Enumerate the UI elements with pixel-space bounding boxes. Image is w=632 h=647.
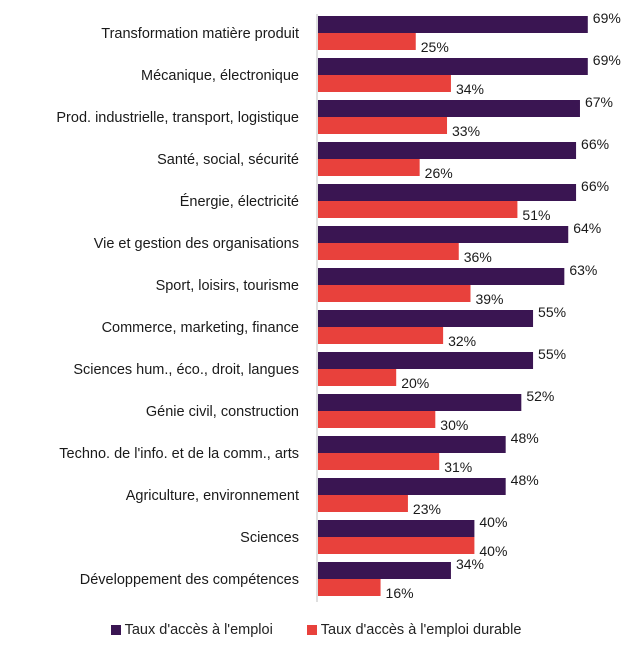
data-label: 31% (444, 459, 472, 475)
legend-item-series-2: Taux d'accès à l'emploi durable (306, 622, 522, 638)
bar-acces-emploi-durable (318, 411, 436, 428)
data-label: 64% (573, 220, 601, 236)
category-label: Vie et gestion des organisations (94, 236, 299, 252)
bar-acces-emploi (318, 58, 588, 75)
bar-acces-emploi-durable (318, 369, 397, 386)
data-label: 40% (479, 543, 507, 559)
category-label: Mécanique, électronique (141, 68, 299, 84)
bar-acces-emploi (318, 226, 569, 243)
category-label: Énergie, électricité (180, 193, 299, 210)
data-label: 48% (511, 430, 539, 446)
data-label: 48% (511, 472, 539, 488)
data-label: 63% (569, 262, 597, 278)
bar-acces-emploi (318, 268, 565, 285)
data-label: 36% (464, 249, 492, 265)
data-label: 39% (475, 291, 503, 307)
bar-acces-emploi-durable (318, 579, 381, 596)
legend-label-series-1: Taux d'accès à l'emploi (124, 622, 273, 638)
bar-acces-emploi-durable (318, 495, 408, 512)
bar-acces-emploi (318, 310, 534, 327)
data-label: 30% (440, 417, 468, 433)
data-label: 32% (448, 333, 476, 349)
category-label: Santé, social, sécurité (157, 152, 299, 168)
bar-acces-emploi-durable (318, 33, 416, 50)
data-label: 69% (593, 10, 621, 26)
data-label: 16% (386, 585, 414, 601)
category-label: Prod. industrielle, transport, logistiqu… (56, 110, 299, 126)
bar-acces-emploi (318, 100, 580, 117)
bar-acces-emploi-durable (318, 75, 451, 92)
legend-swatch-series-2 (306, 625, 317, 635)
bar-acces-emploi-durable (318, 159, 420, 176)
data-label: 66% (581, 178, 609, 194)
bar-acces-emploi (318, 16, 588, 33)
category-label: Sport, loisirs, tourisme (156, 278, 299, 294)
data-label: 69% (593, 52, 621, 68)
category-label: Agriculture, environnement (126, 488, 299, 504)
category-label: Techno. de l'info. et de la comm., arts (59, 446, 299, 462)
bar-acces-emploi-durable (318, 453, 440, 470)
bar-acces-emploi-durable (318, 285, 471, 302)
bar-acces-emploi-durable (318, 327, 444, 344)
bar-acces-emploi (318, 520, 475, 537)
category-label: Développement des compétences (80, 572, 299, 588)
data-label: 66% (581, 136, 609, 152)
data-label: 20% (401, 375, 429, 391)
category-label: Sciences hum., éco., droit, langues (73, 362, 299, 378)
bars-group: Transformation matière produit 69% 25% Méca… (56, 10, 620, 601)
data-label: 51% (522, 207, 550, 223)
data-label: 23% (413, 501, 441, 517)
bar-chart: Transformation matière produit 69% 25% Méca… (56, 10, 621, 602)
bar-acces-emploi (318, 478, 506, 495)
data-label: 25% (421, 39, 449, 55)
data-label: 40% (479, 514, 507, 530)
legend-swatch-series-1 (110, 625, 121, 635)
bar-acces-emploi (318, 562, 451, 579)
bar-acces-emploi (318, 142, 577, 159)
bar-acces-emploi-durable (318, 117, 448, 134)
bar-acces-emploi-durable (318, 243, 459, 260)
data-label: 55% (538, 346, 566, 362)
legend-item-series-1: Taux d'accès à l'emploi (110, 622, 273, 638)
bar-acces-emploi (318, 352, 534, 369)
bar-acces-emploi (318, 436, 506, 453)
category-label: Sciences (240, 530, 299, 546)
data-label: 67% (585, 94, 613, 110)
category-label: Transformation matière produit (101, 26, 299, 42)
data-label: 26% (425, 165, 453, 181)
bar-acces-emploi (318, 394, 522, 411)
category-label: Génie civil, construction (146, 404, 299, 420)
data-label: 33% (452, 123, 480, 139)
bar-acces-emploi-durable (318, 201, 518, 218)
bar-acces-emploi (318, 184, 577, 201)
bar-acces-emploi-durable (318, 537, 475, 554)
category-label: Commerce, marketing, finance (102, 320, 299, 336)
data-label: 34% (456, 556, 484, 572)
data-label: 34% (456, 81, 484, 97)
data-label: 52% (526, 388, 554, 404)
legend-label-series-2: Taux d'accès à l'emploi durable (320, 622, 522, 638)
data-label: 55% (538, 304, 566, 320)
legend: Taux d'accès à l'emploi Taux d'accès à l… (0, 622, 632, 638)
